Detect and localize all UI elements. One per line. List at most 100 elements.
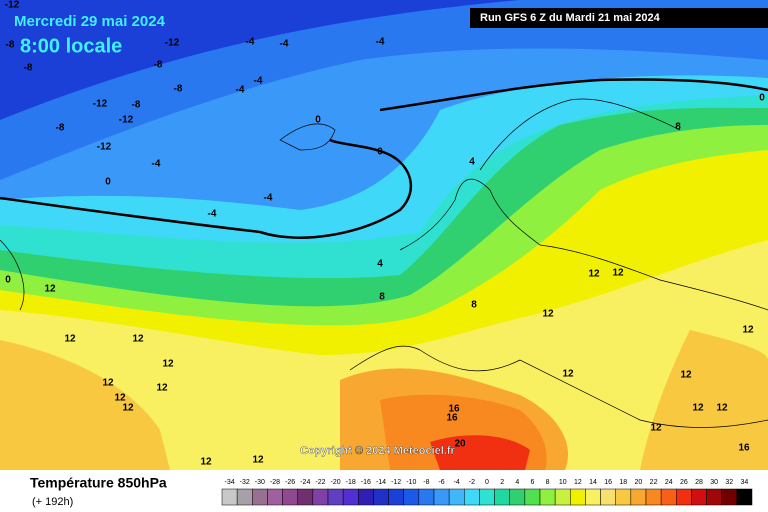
contour-label: 4 bbox=[469, 157, 475, 168]
legend-label: -20 bbox=[331, 479, 341, 486]
contour-label: 12 bbox=[562, 369, 574, 380]
legend-label: 2 bbox=[500, 479, 504, 486]
legend-label: -32 bbox=[240, 479, 250, 486]
legend-label: -22 bbox=[315, 479, 325, 486]
legend-swatch bbox=[570, 488, 586, 506]
legend-swatch bbox=[585, 488, 601, 506]
contour-label: -4 bbox=[264, 193, 273, 204]
contour-label: 12 bbox=[102, 378, 114, 389]
isotherm-line bbox=[379, 78, 768, 112]
contour-label: -12 bbox=[97, 142, 112, 153]
legend-label: -6 bbox=[438, 479, 444, 486]
contour-label: -8 bbox=[154, 60, 163, 71]
contour-label: -4 bbox=[208, 209, 217, 220]
legend-swatch bbox=[267, 488, 283, 506]
contour-label: 0 bbox=[377, 147, 383, 158]
legend-swatch bbox=[358, 488, 374, 506]
legend-swatch bbox=[479, 488, 495, 506]
isotherm-line bbox=[0, 138, 412, 239]
coastline bbox=[349, 345, 768, 428]
contour-label: 12 bbox=[612, 268, 624, 279]
contour-label: -8 bbox=[132, 100, 141, 111]
legend-label: 14 bbox=[589, 479, 597, 486]
contour-label: -4 bbox=[254, 76, 263, 87]
coastline bbox=[279, 123, 336, 151]
coastline bbox=[479, 98, 681, 171]
contour-label: 12 bbox=[650, 423, 662, 434]
field-band bbox=[0, 240, 768, 470]
contour-label: 12 bbox=[122, 403, 134, 414]
legend-label: -24 bbox=[300, 479, 310, 486]
legend-label: -12 bbox=[391, 479, 401, 486]
contour-label: 12 bbox=[692, 403, 704, 414]
contour-label: 0 bbox=[5, 275, 11, 286]
legend-label: -4 bbox=[454, 479, 460, 486]
contour-label: 20 bbox=[454, 439, 466, 450]
legend-label: -8 bbox=[423, 479, 429, 486]
legend-swatch bbox=[252, 488, 268, 506]
contour-label: 12 bbox=[542, 309, 554, 320]
legend-swatch bbox=[600, 488, 616, 506]
legend-label: -14 bbox=[376, 479, 386, 486]
contour-label: -8 bbox=[56, 123, 65, 134]
legend: -34 -32 -30 -28 -26 -24 -22 -20 -18 -16 -14 -12 -10-… bbox=[221, 479, 753, 506]
legend-label: 28 bbox=[695, 479, 703, 486]
legend-swatch bbox=[539, 488, 556, 506]
contour-label: 16 bbox=[448, 404, 460, 415]
footer-subtitle: (+ 192h) bbox=[32, 496, 73, 508]
legend-label: -26 bbox=[285, 479, 295, 486]
contour-label: 12 bbox=[716, 403, 728, 414]
legend-swatch bbox=[221, 488, 238, 506]
contour-label: 12 bbox=[132, 334, 144, 345]
legend-label: -34 bbox=[225, 479, 235, 486]
legend-swatch bbox=[630, 488, 647, 506]
contour-label: 0 bbox=[759, 93, 765, 104]
temperature-field bbox=[0, 0, 768, 470]
contour-label: -4 bbox=[246, 37, 255, 48]
contour-label: 12 bbox=[162, 359, 174, 370]
contour-label: 12 bbox=[680, 370, 692, 381]
legend-label: -10 bbox=[406, 479, 416, 486]
contour-label: 12 bbox=[742, 325, 754, 336]
legend-label: -16 bbox=[361, 479, 371, 486]
contour-label: 12 bbox=[64, 334, 76, 345]
legend-swatch bbox=[342, 488, 359, 506]
legend-swatch bbox=[418, 488, 435, 506]
legend-swatch bbox=[509, 488, 526, 506]
legend-label: 0 bbox=[485, 479, 489, 486]
legend-label: 16 bbox=[604, 479, 612, 486]
contour-label: 12 bbox=[200, 457, 212, 468]
legend-swatch bbox=[403, 488, 420, 506]
legend-label: 18 bbox=[619, 479, 627, 486]
contour-label: 16 bbox=[738, 443, 750, 454]
legend-swatch bbox=[433, 488, 450, 506]
contour-label: 12 bbox=[44, 284, 56, 295]
contour-label: -4 bbox=[236, 85, 245, 96]
legend-swatch bbox=[645, 488, 662, 506]
field-band bbox=[640, 330, 768, 470]
legend-swatch bbox=[327, 488, 344, 506]
legend-swatch bbox=[494, 488, 510, 506]
legend-swatch bbox=[736, 488, 753, 506]
legend-swatch bbox=[554, 488, 571, 506]
contour-label: -4 bbox=[152, 159, 161, 170]
map-date: Mercredi 29 mai 2024 bbox=[14, 13, 166, 30]
legend-label: -2 bbox=[469, 479, 475, 486]
copyright: Copyright © 2024 Meteociel.fr bbox=[300, 445, 456, 457]
map-time: 8:00 locale bbox=[20, 35, 122, 57]
coastline bbox=[0, 239, 25, 311]
legend-label: 32 bbox=[725, 479, 733, 486]
contour-label: -8 bbox=[174, 84, 183, 95]
legend-label: 10 bbox=[559, 479, 567, 486]
legend-swatch bbox=[312, 488, 329, 506]
contour-label: -8 bbox=[24, 63, 33, 74]
legend-swatch bbox=[297, 488, 314, 506]
field-band bbox=[0, 340, 170, 470]
legend-label: 12 bbox=[574, 479, 582, 486]
legend-label: 4 bbox=[515, 479, 519, 486]
contour-label: -12 bbox=[165, 38, 180, 49]
coastline bbox=[399, 178, 768, 311]
legend-label: 22 bbox=[650, 479, 658, 486]
